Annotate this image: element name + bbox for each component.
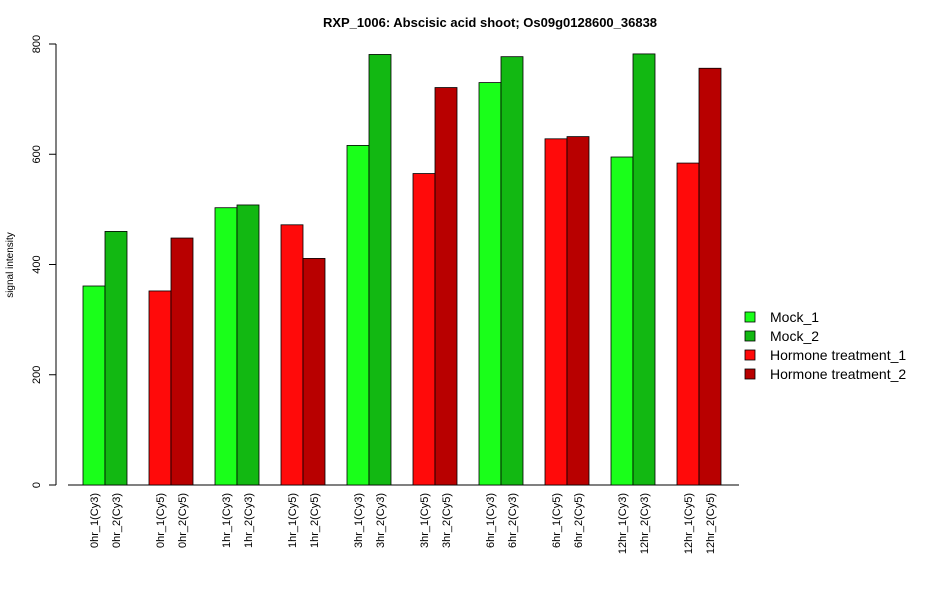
bar [82,285,106,486]
x-tick-label: 0hr_1(Cy3) [89,493,101,548]
y-tick-label: 400 [31,255,43,273]
legend: Mock_1 Mock_2 Hormone treatment_1 Hormone t… [744,309,906,382]
x-tick-label: 1hr_1(Cy5) [287,493,299,548]
bar [610,156,634,486]
x-tick-label: 12hr_1(Cy3) [617,493,629,554]
y-tick-label: 0 [31,482,43,488]
bar [170,237,194,486]
bars [82,53,722,486]
x-tick-label: 1hr_2(Cy3) [243,493,255,548]
legend-swatch [744,330,756,342]
legend-label: Mock_2 [770,328,819,344]
bar [434,87,458,486]
x-tick-label: 12hr_1(Cy5) [683,493,695,554]
legend-label: Mock_1 [770,309,819,325]
x-tick-label: 6hr_1(Cy3) [485,493,497,548]
y-tick-label: 600 [31,145,43,163]
x-tick-label: 3hr_2(Cy5) [441,493,453,548]
bar [632,53,656,486]
legend-swatch [744,349,756,361]
x-tick-label: 12hr_2(Cy5) [705,493,717,554]
bar [236,204,260,486]
x-tick-label: 6hr_2(Cy3) [507,493,519,548]
y-axis: 0 200 400 600 800 [31,35,57,488]
x-tick-label: 3hr_1(Cy5) [419,493,431,548]
legend-swatch [744,368,756,380]
bar [698,67,722,486]
bar [280,224,304,486]
bar [104,231,128,486]
x-tick-label: 1hr_1(Cy3) [221,493,233,548]
y-tick-label: 200 [31,366,43,384]
bar [544,138,568,486]
x-tick-label: 6hr_2(Cy5) [573,493,585,548]
chart-title: RXP_1006: Abscisic acid shoot; Os09g0128… [323,15,657,30]
y-tick-label: 800 [31,35,43,53]
bar [676,162,700,486]
bar [148,290,172,486]
bar [412,173,436,486]
y-axis-label: signal intensity [5,232,16,298]
x-tick-label: 3hr_2(Cy3) [375,493,387,548]
bar [368,54,392,486]
bar [302,258,326,486]
x-tick-label: 0hr_2(Cy3) [111,493,123,548]
x-tick-label: 6hr_1(Cy5) [551,493,563,548]
bar [478,82,502,486]
legend-label: Hormone treatment_1 [770,347,906,363]
bar [346,145,370,486]
bar [214,207,238,486]
legend-label: Hormone treatment_2 [770,366,906,382]
x-tick-label: 3hr_1(Cy3) [353,493,365,548]
x-tick-label: 12hr_2(Cy3) [639,493,651,554]
bar [566,136,590,486]
x-tick-label: 0hr_2(Cy5) [177,493,189,548]
bar [500,56,524,486]
x-tick-label: 0hr_1(Cy5) [155,493,167,548]
x-tick-label: 1hr_2(Cy5) [309,493,321,548]
legend-swatch [744,311,756,323]
category-labels: 0hr_1(Cy3) 0hr_2(Cy3) 0hr_1(Cy5) 0hr_2(Cy5)… [89,493,717,554]
